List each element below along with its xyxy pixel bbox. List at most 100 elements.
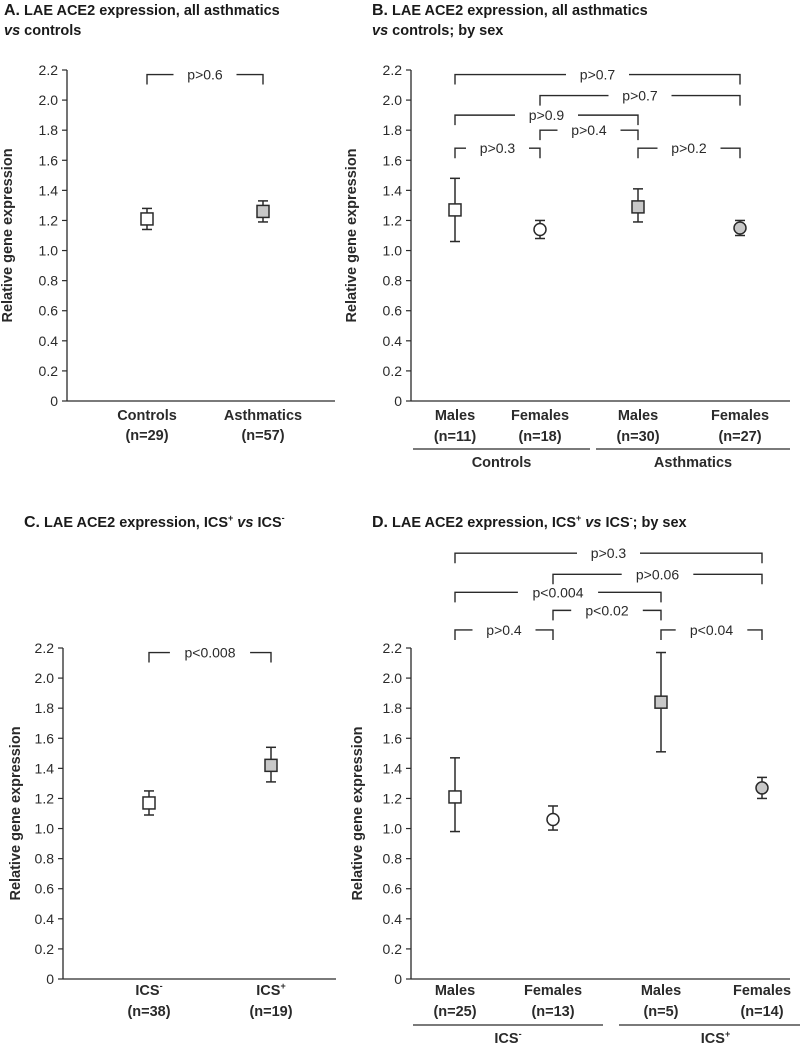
y-tick-label: 0.4 [383, 333, 403, 349]
bracket-right [529, 147, 541, 159]
x-category-label: Males [435, 408, 475, 424]
data-point-square [448, 790, 462, 804]
bracket-right [598, 591, 662, 603]
chart-b: 0 0.2 0.4 0.6 0.8 1.0 1.2 1.4 1.6 1.8 2.0 2.2 Relati… [344, 62, 790, 471]
y-tick-label: 1.8 [383, 122, 403, 138]
y-axis-label: Relative gene expression [8, 726, 24, 900]
title-italic: vs [581, 514, 606, 531]
y-tick-label: 0.4 [39, 333, 59, 349]
panel-letter: B. [372, 2, 388, 19]
title-sup: - [281, 513, 285, 523]
y-tick-label: 0 [50, 393, 58, 409]
bracket-left [454, 73, 566, 85]
title-text: ICS [605, 514, 630, 531]
x-n-label: (n=27) [718, 429, 761, 445]
y-tick-label: 0.2 [383, 941, 403, 957]
p-value-label: p>0.7 [580, 67, 616, 83]
y-tick-label: 0.8 [35, 851, 55, 867]
y-tick-label: 1.6 [35, 730, 55, 746]
y-tick-label: 1.4 [383, 760, 403, 776]
p-value-label: p>0.3 [480, 140, 516, 156]
x-category-label: Females [711, 408, 769, 424]
bracket-right [747, 629, 763, 640]
group-label: Controls [472, 455, 532, 471]
bracket-left [539, 94, 609, 106]
y-tick-label: 1.2 [35, 790, 55, 806]
data-point-circle [546, 812, 560, 827]
y-tick-label: 1.4 [383, 182, 403, 198]
chart-d: 0 0.2 0.4 0.6 0.8 1.0 1.2 1.4 1.6 1.8 2.0 2.2 Relati… [350, 545, 800, 1045]
y-tick-label: 0.2 [35, 941, 55, 957]
x-n-label: (n=38) [127, 1004, 170, 1020]
title-text: LAE ACE2 expression, ICS [392, 514, 576, 531]
bracket-right [642, 609, 662, 621]
data-point-square [256, 204, 270, 219]
y-tick-label: 1.8 [35, 700, 55, 716]
x-category-label: Males [641, 983, 681, 999]
panel-letter: C. [24, 513, 40, 531]
x-n-label: (n=11) [434, 429, 476, 445]
p-value-label: p>0.4 [486, 622, 522, 638]
x-category-label: ICS+ [256, 981, 285, 999]
data-point-square [654, 695, 668, 709]
bracket-right [720, 147, 741, 159]
title-text: ; by sex [632, 514, 687, 531]
y-tick-label: 0.6 [383, 303, 403, 319]
x-n-label: (n=14) [740, 1004, 783, 1020]
y-tick-label: 2.0 [39, 92, 59, 108]
p-value-label: p<0.04 [690, 622, 733, 638]
y-tick-label: 0.4 [35, 911, 55, 927]
title-sup: - [629, 513, 633, 523]
y-tick-label: 1.0 [383, 821, 403, 837]
y-tick-label: 2.2 [383, 640, 403, 656]
panel-b-title: B. LAE ACE2 expression, all asthmatics vs… [372, 1, 648, 41]
data-point-square [140, 212, 154, 226]
x-n-label: (n=5) [643, 1004, 678, 1020]
p-value-label: p<0.02 [585, 602, 628, 618]
bracket-left [454, 552, 577, 564]
title-text: LAE ACE2 expression, all asthmatics [24, 3, 280, 19]
p-value-label: p>0.2 [671, 140, 707, 156]
y-tick-label: 1.2 [39, 212, 59, 228]
y-tick-label: 0.8 [39, 273, 59, 289]
x-category-label: Asthmatics [224, 408, 302, 424]
bracket-left [146, 73, 174, 85]
y-axis-label: Relative gene expression [350, 726, 366, 900]
bracket-right [693, 573, 763, 585]
bracket-right [671, 94, 741, 106]
y-tick-label: 1.0 [39, 243, 59, 259]
bracket-right [236, 73, 264, 85]
y-tick-label: 0.4 [383, 911, 403, 927]
x-category-label: Controls [117, 408, 177, 424]
bracket-left [454, 629, 473, 640]
title-sup: + [228, 513, 234, 523]
y-tick-label: 0.6 [39, 303, 59, 319]
bracket-left [454, 591, 518, 603]
panel-letter: D. [372, 513, 388, 531]
p-value-label: p>0.9 [529, 107, 565, 123]
data-point-circle [755, 781, 769, 795]
y-tick-label: 0.8 [383, 273, 403, 289]
y-axis-label: Relative gene expression [344, 148, 360, 322]
data-point-circle [533, 222, 547, 237]
title-text: controls; by sex [388, 23, 504, 39]
bracket-left [552, 573, 622, 585]
p-value-label: p<0.004 [533, 584, 584, 600]
y-tick-label: 2.2 [383, 62, 403, 78]
y-tick-label: 0.6 [383, 881, 403, 897]
y-tick-label: 0.8 [383, 851, 403, 867]
panel-d-title: D. LAE ACE2 expression, ICS+ vs ICS-; by … [372, 508, 687, 533]
x-category-label: ICS- [135, 981, 162, 999]
y-tick-label: 1.6 [383, 152, 403, 168]
title-italic: vs [372, 23, 389, 39]
y-tick-label: 1.4 [35, 760, 55, 776]
x-category-label: Females [733, 983, 791, 999]
y-tick-label: 2.0 [35, 670, 55, 686]
title-text: LAE ACE2 expression, all asthmatics [392, 3, 648, 19]
y-tick-label: 2.2 [35, 640, 55, 656]
y-tick-label: 0.6 [35, 881, 55, 897]
y-tick-label: 1.6 [39, 152, 59, 168]
data-point-square [264, 758, 278, 773]
p-value-label: p>0.3 [591, 545, 627, 561]
y-axis-label: Relative gene expression [0, 148, 16, 322]
